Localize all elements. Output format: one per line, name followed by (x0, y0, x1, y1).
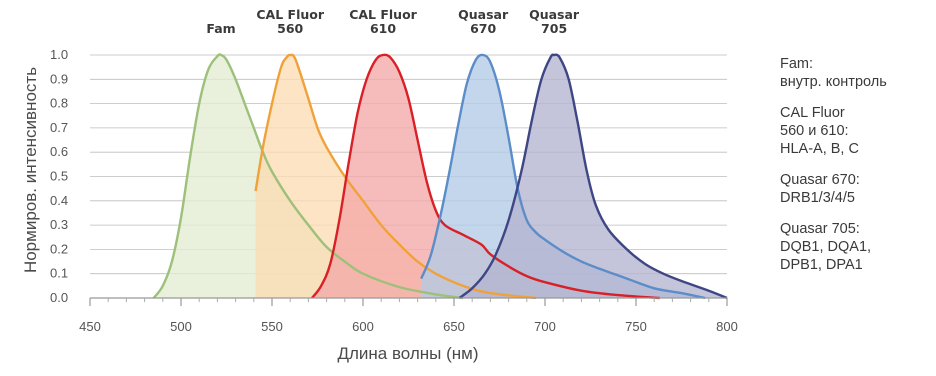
y-tick-label: 0.7 (50, 120, 68, 135)
axes: 0.0 0.1 0.2 0.3 0.4 0.5 0.6 0.7 0.8 0.9 1.0 450 500 5… (50, 47, 738, 334)
x-axis-title: Длина волны (нм) (337, 344, 479, 363)
x-tick-label: 550 (261, 319, 283, 334)
y-tick-label: 0.0 (50, 290, 68, 305)
y-tick-label: 0.8 (50, 96, 68, 111)
x-tick-label: 450 (79, 319, 101, 334)
x-tick-label: 500 (170, 319, 192, 334)
line-quasar-670 (420, 53, 706, 300)
dye-label-cal-fluor-610: CAL Fluor (349, 7, 417, 22)
dye-label-quasar-670: Quasar (458, 7, 509, 22)
note-quasar-705: Quasar 705: DQB1, DQA1, DPB1, DPA1 (780, 221, 872, 273)
dye-label-fam: Fam (206, 21, 235, 36)
dye-label-cal-fluor-610: 610 (370, 21, 396, 36)
y-tick-label: 0.2 (50, 241, 68, 256)
x-tick-label: 600 (352, 319, 374, 334)
area-cal-fluor-610 (312, 54, 660, 298)
y-tick-label: 1.0 (50, 47, 68, 62)
line-cal-fluor-560 (254, 53, 537, 300)
area-quasar-670 (421, 54, 706, 299)
assignment-notes: Fam: внутр. контроль CAL Fluor 560 и 610… (780, 55, 936, 287)
note-quasar-670: Quasar 670: DRB1/3/4/5 (780, 172, 860, 206)
dye-label-cal-fluor-560: CAL Fluor (256, 7, 324, 22)
y-tick-label: 0.6 (50, 144, 68, 159)
y-tick-label: 0.1 (50, 266, 68, 281)
x-tick-label: 700 (534, 319, 556, 334)
dye-label-cal-fluor-560: 560 (277, 21, 303, 36)
line-fam (152, 53, 464, 300)
dye-label-quasar-705: Quasar (529, 7, 580, 22)
note-fam: Fam: внутр. контроль (780, 56, 887, 90)
y-tick-label: 0.3 (50, 217, 68, 232)
y-tick-label: 0.9 (50, 71, 68, 86)
y-axis-title: Нормиров. интенсивность (21, 66, 40, 274)
spectra-lines (152, 53, 728, 300)
area-cal-fluor-560 (255, 54, 536, 298)
line-cal-fluor-610 (311, 53, 660, 300)
x-tick-label: 800 (716, 319, 738, 334)
spectra-areas (153, 54, 727, 299)
x-tick-label: 750 (625, 319, 647, 334)
area-quasar-705 (459, 54, 727, 298)
note-cal-fluor: CAL Fluor 560 и 610: HLA-A, B, C (780, 105, 859, 157)
area-fam (153, 54, 464, 298)
x-tick-label: 650 (443, 319, 465, 334)
y-tick-label: 0.4 (50, 193, 68, 208)
y-tick-label: 0.5 (50, 169, 68, 184)
line-quasar-705 (458, 53, 728, 300)
dye-label-quasar-670: 670 (470, 21, 496, 36)
dye-label-quasar-705: 705 (541, 21, 567, 36)
